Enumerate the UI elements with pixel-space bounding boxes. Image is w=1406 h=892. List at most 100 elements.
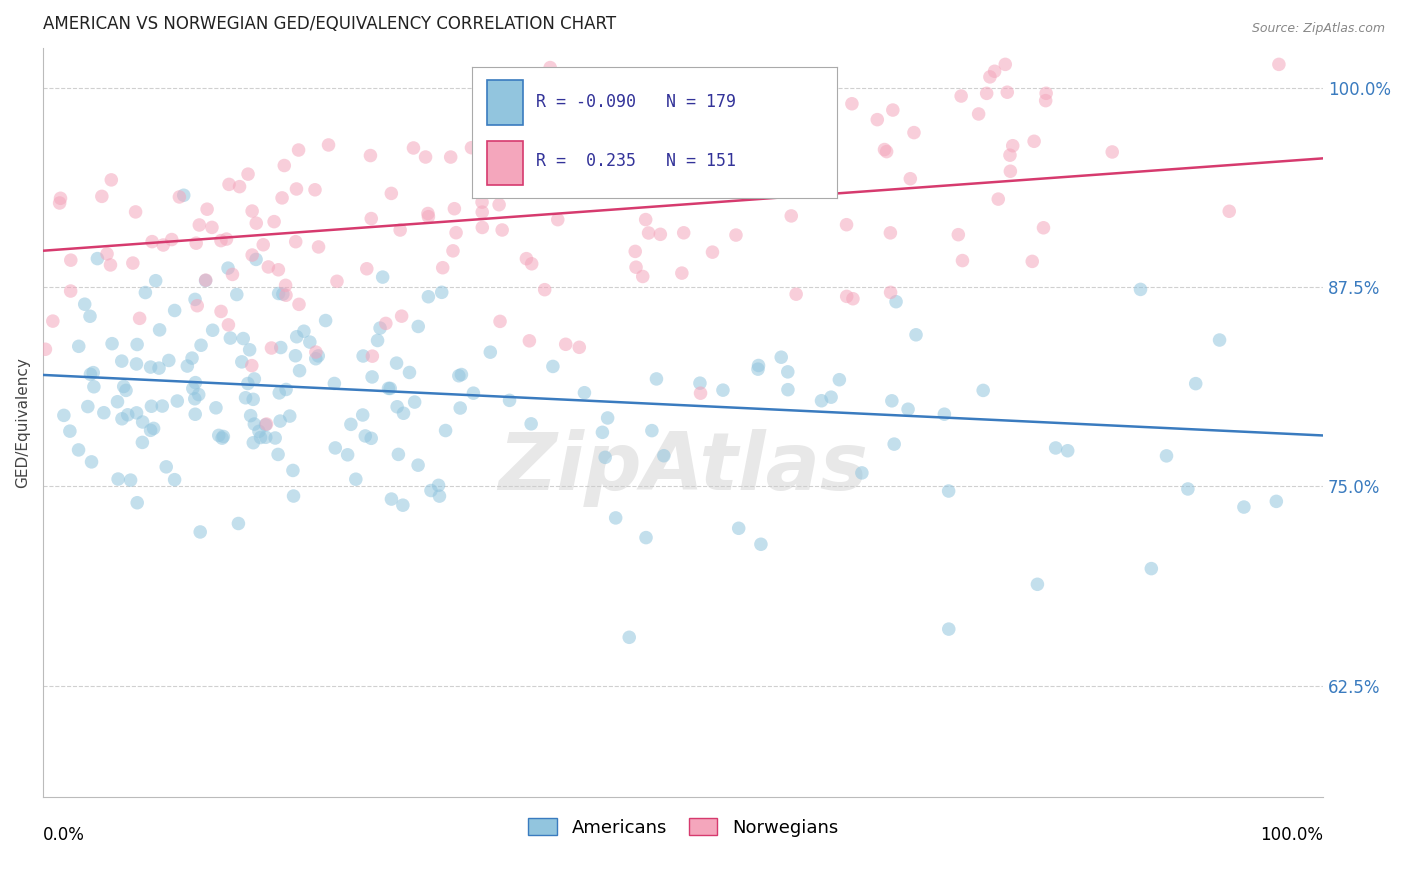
Point bbox=[851, 466, 873, 480]
Point bbox=[494, 177, 516, 191]
Point bbox=[100, 258, 122, 272]
Point bbox=[367, 334, 389, 348]
Point bbox=[86, 252, 108, 266]
Point bbox=[645, 170, 668, 185]
Point bbox=[948, 227, 970, 242]
Point bbox=[243, 417, 266, 431]
Point bbox=[42, 314, 65, 328]
Point bbox=[565, 163, 588, 178]
Point bbox=[188, 524, 211, 539]
Legend: Americans, Norwegians: Americans, Norwegians bbox=[522, 811, 845, 844]
Point bbox=[645, 372, 668, 386]
Point bbox=[479, 345, 502, 359]
Point bbox=[242, 392, 264, 407]
Point bbox=[987, 192, 1010, 206]
Point bbox=[181, 382, 204, 396]
Point bbox=[361, 349, 384, 363]
Point bbox=[148, 361, 170, 376]
Point bbox=[547, 212, 569, 227]
Point bbox=[626, 151, 648, 165]
Point bbox=[184, 293, 207, 307]
Point bbox=[820, 390, 842, 404]
Point bbox=[463, 386, 485, 401]
Point bbox=[371, 270, 394, 285]
Point bbox=[398, 366, 420, 380]
Point bbox=[631, 269, 654, 284]
Point bbox=[593, 450, 616, 465]
Point bbox=[747, 362, 769, 376]
Point bbox=[952, 253, 974, 268]
Point bbox=[267, 447, 290, 461]
Point bbox=[520, 257, 543, 271]
Point bbox=[652, 449, 675, 463]
Point bbox=[703, 176, 725, 190]
Point bbox=[125, 406, 148, 420]
Point bbox=[117, 408, 139, 422]
Point bbox=[256, 417, 278, 431]
Point bbox=[307, 349, 329, 363]
Point bbox=[184, 392, 207, 406]
Point bbox=[489, 314, 512, 328]
Point bbox=[318, 138, 340, 153]
Point bbox=[1045, 441, 1067, 455]
Point bbox=[232, 332, 254, 346]
Point bbox=[201, 323, 224, 337]
Point bbox=[52, 409, 75, 423]
Point bbox=[389, 223, 412, 237]
Point bbox=[292, 324, 315, 338]
Point bbox=[998, 148, 1021, 162]
Point bbox=[385, 356, 408, 370]
Point bbox=[134, 285, 156, 300]
Point bbox=[354, 429, 377, 443]
Point bbox=[785, 287, 807, 301]
Point bbox=[983, 64, 1005, 78]
Point bbox=[101, 336, 124, 351]
Point bbox=[780, 209, 803, 223]
Point bbox=[195, 202, 218, 217]
Text: ZipAtlas: ZipAtlas bbox=[498, 429, 868, 507]
Point bbox=[747, 359, 769, 373]
Point bbox=[243, 372, 266, 386]
Point bbox=[240, 248, 263, 262]
Point bbox=[127, 337, 149, 351]
Point bbox=[271, 191, 294, 205]
Point bbox=[634, 212, 657, 227]
Point bbox=[184, 376, 207, 390]
Point bbox=[209, 304, 232, 318]
Point bbox=[152, 238, 174, 252]
Point bbox=[163, 303, 186, 318]
Point bbox=[471, 220, 494, 235]
Point bbox=[624, 260, 647, 275]
Point bbox=[450, 368, 472, 382]
Point bbox=[650, 227, 672, 242]
Point bbox=[380, 381, 402, 395]
Point bbox=[1032, 220, 1054, 235]
Point bbox=[240, 204, 263, 219]
Point bbox=[260, 341, 283, 355]
Point bbox=[274, 288, 297, 302]
Point bbox=[702, 245, 724, 260]
Point bbox=[501, 125, 523, 139]
Point bbox=[385, 400, 408, 414]
Point bbox=[186, 236, 208, 251]
Point bbox=[285, 330, 308, 344]
Point bbox=[727, 521, 749, 535]
Point bbox=[866, 112, 889, 127]
Point bbox=[239, 343, 262, 357]
Point bbox=[406, 458, 429, 472]
Point bbox=[221, 268, 243, 282]
Point bbox=[356, 261, 378, 276]
Point bbox=[150, 399, 173, 413]
Point bbox=[897, 402, 920, 417]
Point bbox=[447, 368, 470, 383]
Point bbox=[1000, 164, 1022, 178]
Point bbox=[641, 424, 664, 438]
Point bbox=[115, 384, 138, 398]
Point bbox=[794, 123, 817, 137]
Point bbox=[624, 244, 647, 259]
Point bbox=[1026, 577, 1049, 591]
Point bbox=[387, 447, 409, 461]
Point bbox=[460, 141, 482, 155]
Point bbox=[380, 491, 402, 506]
Point bbox=[59, 424, 82, 438]
